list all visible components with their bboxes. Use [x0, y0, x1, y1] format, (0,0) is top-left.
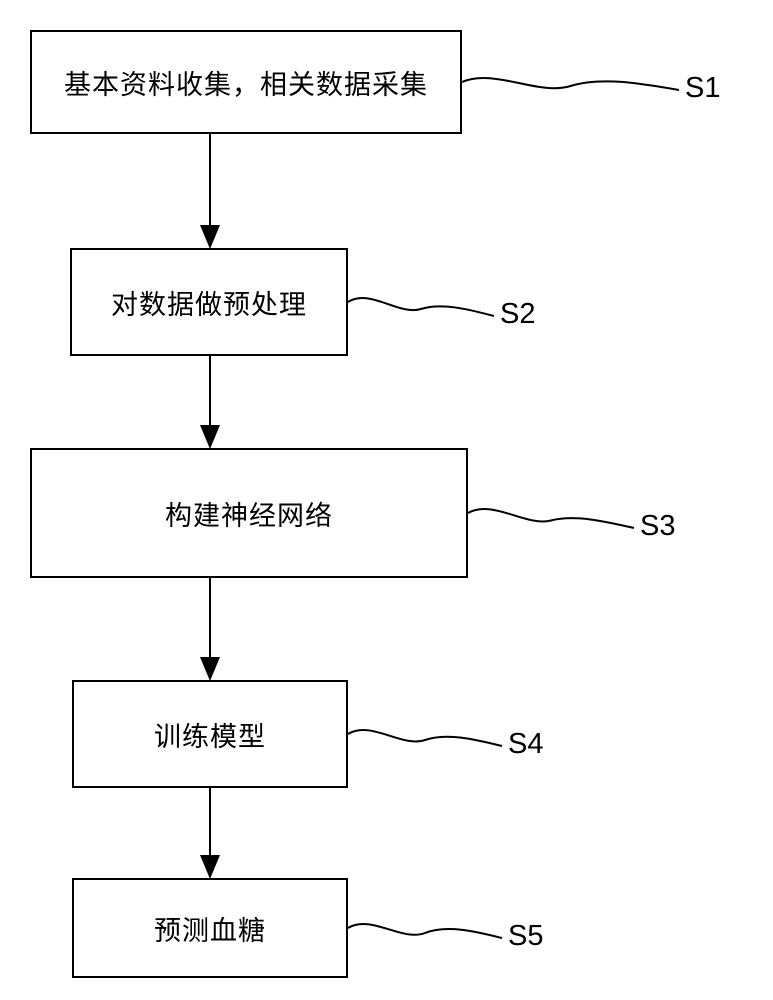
- flow-node-text: 构建神经网络: [42, 494, 456, 533]
- flow-node-s5: 预测血糖: [72, 878, 348, 978]
- step-label-s1: S1: [685, 72, 720, 105]
- flow-node-text: 基本资料收集，相关数据采集: [42, 63, 450, 102]
- wavy-connector-s3: [468, 509, 634, 528]
- wavy-connector-s5: [348, 924, 502, 938]
- flow-node-s1: 基本资料收集，相关数据采集: [30, 30, 462, 134]
- step-label-s3: S3: [640, 510, 675, 543]
- flow-node-s4: 训练模型: [72, 680, 348, 788]
- wavy-connector-s4: [348, 730, 502, 746]
- flowchart-stage: 基本资料收集，相关数据采集 S1 对数据做预处理 S2 构建神经网络 S3 训练模型 S4 预测…: [0, 0, 773, 1000]
- step-label-s5: S5: [508, 920, 543, 953]
- wavy-connector-s2: [348, 298, 494, 316]
- wavy-connector-s1: [462, 78, 679, 90]
- flow-node-text: 预测血糖: [84, 909, 336, 948]
- flow-node-text: 训练模型: [84, 715, 336, 754]
- flow-node-text: 对数据做预处理: [82, 283, 336, 322]
- step-label-s2: S2: [500, 298, 535, 331]
- flow-node-s2: 对数据做预处理: [70, 248, 348, 356]
- step-label-s4: S4: [508, 728, 543, 761]
- flow-node-s3: 构建神经网络: [30, 448, 468, 578]
